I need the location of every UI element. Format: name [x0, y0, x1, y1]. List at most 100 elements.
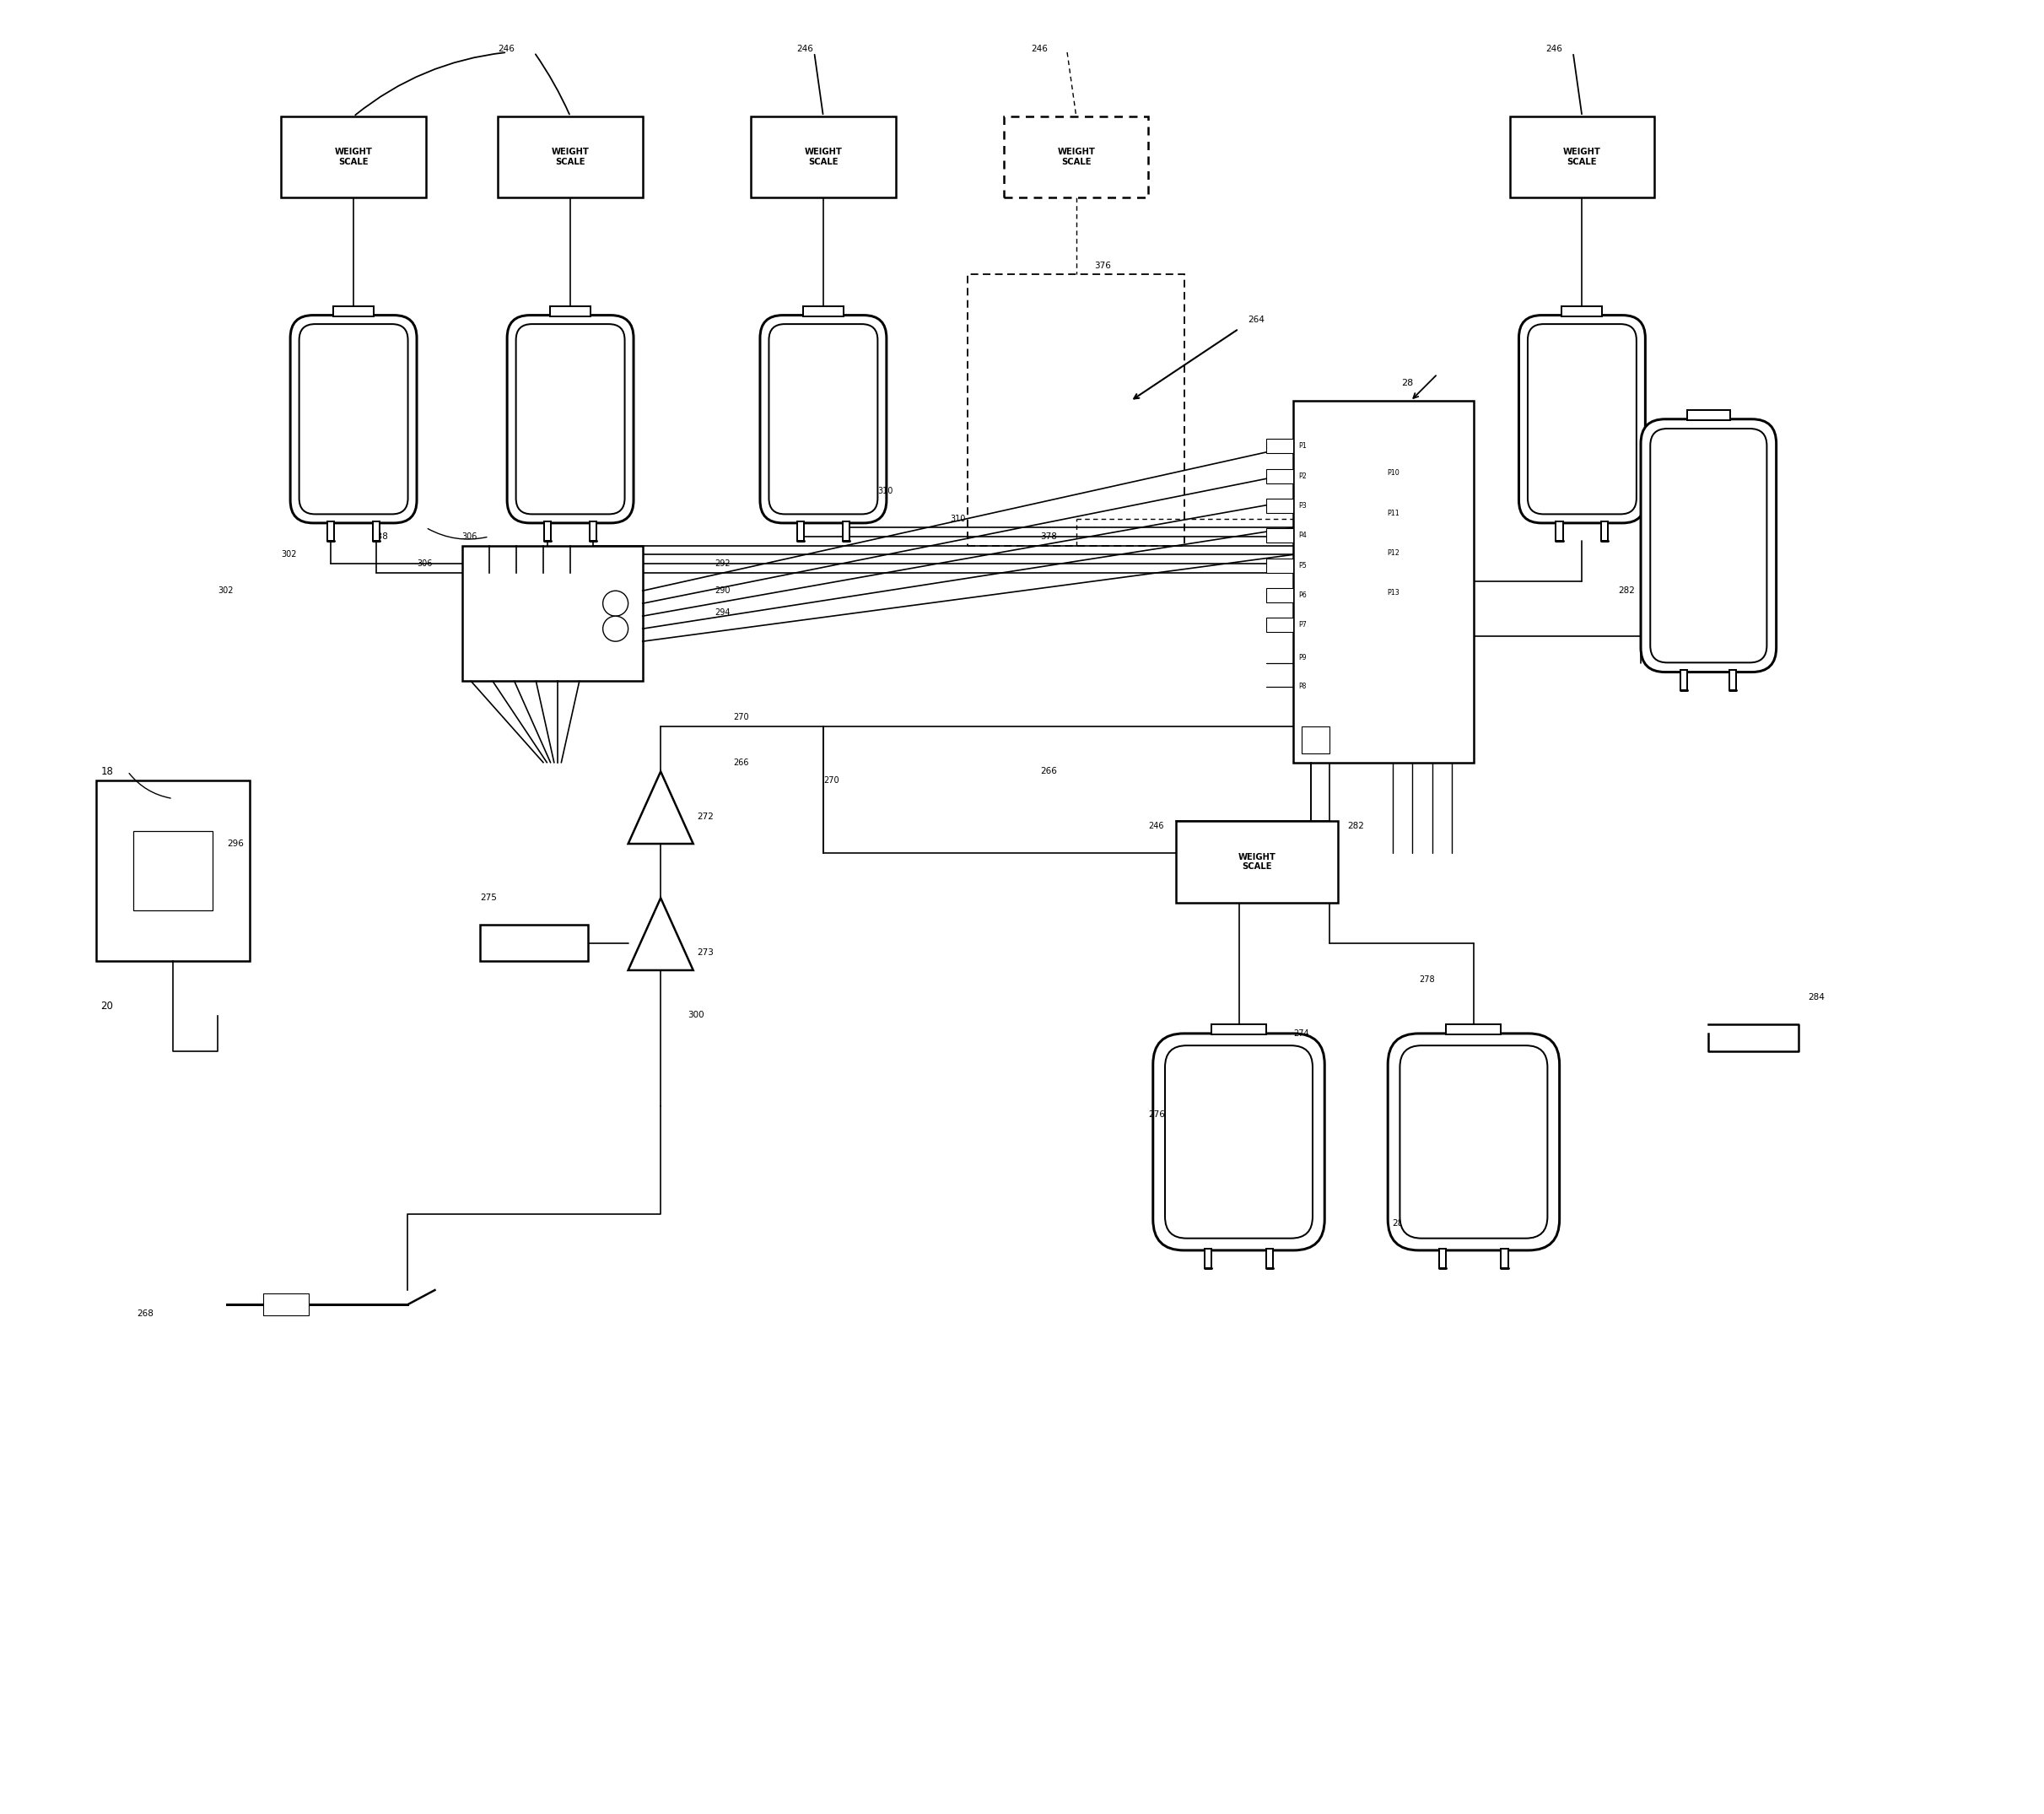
Bar — [750, 116, 895, 198]
Text: 278: 278 — [1419, 976, 1435, 983]
Bar — [1600, 521, 1609, 541]
Bar — [499, 116, 642, 198]
Bar — [1562, 307, 1602, 316]
Bar — [1265, 528, 1294, 542]
Text: P8: P8 — [1298, 682, 1306, 691]
Bar — [264, 1293, 309, 1315]
Bar — [1265, 468, 1294, 483]
Bar — [1729, 671, 1735, 689]
Text: 310: 310 — [877, 488, 893, 495]
Text: 28: 28 — [1402, 379, 1412, 386]
Bar — [803, 307, 844, 316]
Text: 246: 246 — [1149, 822, 1165, 829]
Text: 312: 312 — [850, 370, 867, 377]
FancyBboxPatch shape — [298, 325, 409, 513]
Text: WEIGHT
SCALE: WEIGHT SCALE — [1057, 149, 1096, 167]
Text: 273: 273 — [697, 949, 713, 956]
FancyBboxPatch shape — [1388, 1034, 1560, 1250]
Text: 276: 276 — [1149, 1110, 1165, 1119]
Circle shape — [603, 617, 628, 642]
Text: P9: P9 — [1298, 653, 1306, 662]
Bar — [1212, 1025, 1267, 1034]
Bar — [1302, 726, 1329, 753]
Bar — [333, 307, 374, 316]
Text: 300: 300 — [687, 1010, 705, 1019]
Text: P2: P2 — [1298, 472, 1306, 481]
Polygon shape — [628, 898, 693, 970]
Bar — [544, 521, 552, 541]
Text: 304: 304 — [380, 370, 397, 377]
Text: 282: 282 — [1347, 822, 1363, 829]
Text: P4: P4 — [1298, 532, 1306, 539]
Bar — [589, 521, 597, 541]
Bar — [1175, 822, 1339, 903]
Text: 264: 264 — [1247, 316, 1265, 325]
Bar — [1439, 1248, 1447, 1268]
Text: 308: 308 — [597, 370, 613, 377]
Text: 266: 266 — [734, 758, 748, 767]
FancyBboxPatch shape — [507, 316, 634, 522]
Bar — [1265, 439, 1294, 454]
Text: 266: 266 — [1040, 767, 1057, 776]
Text: 288: 288 — [1609, 370, 1625, 377]
Bar — [550, 307, 591, 316]
Text: 246: 246 — [1030, 45, 1049, 53]
Bar — [967, 274, 1186, 546]
FancyBboxPatch shape — [1650, 428, 1766, 662]
FancyBboxPatch shape — [1519, 316, 1645, 522]
Text: 378: 378 — [1040, 532, 1057, 541]
Bar — [372, 521, 380, 541]
Bar — [480, 925, 589, 961]
Text: WEIGHT
SCALE: WEIGHT SCALE — [1239, 853, 1275, 871]
Text: 246: 246 — [797, 45, 814, 53]
Bar — [1511, 116, 1654, 198]
Text: 338: 338 — [372, 532, 388, 541]
Bar — [462, 546, 642, 680]
Bar — [282, 116, 425, 198]
Text: P13: P13 — [1388, 590, 1400, 597]
FancyBboxPatch shape — [290, 316, 417, 522]
Bar — [1500, 1248, 1508, 1268]
Bar — [1265, 619, 1294, 633]
Text: 306: 306 — [462, 532, 478, 541]
FancyBboxPatch shape — [760, 316, 887, 522]
Text: 246: 246 — [1545, 45, 1564, 53]
Polygon shape — [628, 771, 693, 844]
Text: 310: 310 — [950, 515, 965, 522]
Text: 280: 280 — [1392, 1219, 1408, 1228]
Text: 302: 302 — [219, 586, 233, 595]
Text: 20: 20 — [100, 1001, 112, 1012]
Text: 290: 290 — [715, 586, 730, 595]
Text: P5: P5 — [1298, 562, 1306, 570]
Bar — [96, 780, 249, 961]
Text: 272: 272 — [697, 813, 713, 822]
FancyBboxPatch shape — [1165, 1045, 1312, 1239]
Bar — [1267, 1248, 1273, 1268]
Text: WEIGHT
SCALE: WEIGHT SCALE — [1564, 149, 1600, 167]
Text: 302: 302 — [282, 550, 296, 559]
Bar — [1686, 410, 1729, 421]
FancyBboxPatch shape — [1641, 419, 1776, 673]
Text: P10: P10 — [1388, 470, 1400, 477]
Bar — [1265, 499, 1294, 513]
Text: P6: P6 — [1298, 591, 1306, 599]
Text: WEIGHT
SCALE: WEIGHT SCALE — [552, 149, 589, 167]
Text: P12: P12 — [1388, 550, 1400, 557]
Bar — [1265, 559, 1294, 573]
Text: 376: 376 — [1094, 261, 1112, 270]
Text: 282: 282 — [1619, 586, 1635, 595]
FancyBboxPatch shape — [515, 325, 625, 513]
Text: P11: P11 — [1388, 510, 1400, 517]
Circle shape — [603, 591, 628, 617]
Text: 268: 268 — [137, 1310, 153, 1317]
Text: 294: 294 — [715, 608, 730, 617]
Text: WEIGHT
SCALE: WEIGHT SCALE — [335, 149, 372, 167]
Bar — [327, 521, 335, 541]
FancyBboxPatch shape — [1527, 325, 1637, 513]
Text: P3: P3 — [1298, 502, 1306, 510]
Text: 270: 270 — [734, 713, 748, 722]
Bar — [1447, 1025, 1500, 1034]
Text: P1: P1 — [1298, 443, 1306, 450]
FancyBboxPatch shape — [769, 325, 877, 513]
FancyBboxPatch shape — [1153, 1034, 1325, 1250]
